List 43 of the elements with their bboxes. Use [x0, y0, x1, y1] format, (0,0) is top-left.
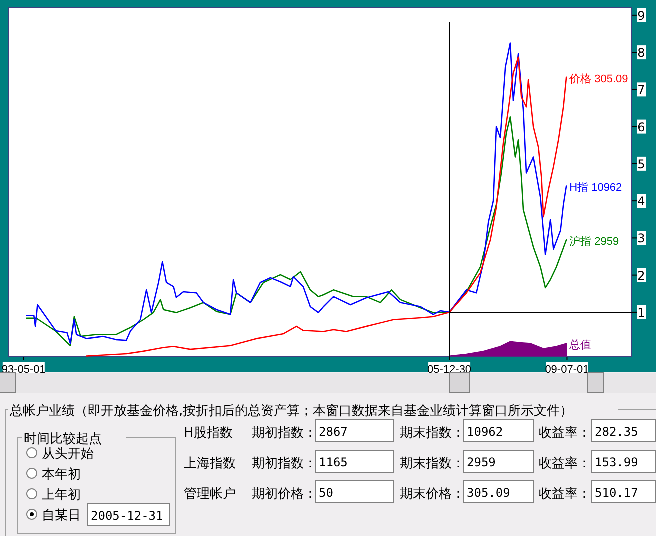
- text: 10962: [467, 425, 504, 439]
- text: 收益率：: [539, 456, 591, 472]
- annotation: 价格 305.09: [568, 73, 628, 86]
- y-tick-label: 8: [638, 46, 646, 60]
- x-tick-label: 09-07-01: [545, 364, 590, 376]
- text: 期初指数：: [252, 456, 317, 472]
- text: 本年初: [42, 468, 81, 482]
- text: 总帐户业绩（即开放基金价格,按折扣后的总资产算；本窗口数据来自基金业绩计算窗口所示文件）: [9, 403, 574, 419]
- text: 期末指数：: [400, 426, 465, 441]
- text: 收益率：: [539, 486, 591, 502]
- y-tick-label: 1: [638, 306, 646, 320]
- text: 期末价格：: [400, 487, 465, 502]
- annotation: 沪指 2959: [570, 235, 620, 248]
- text: 上年初: [42, 488, 81, 503]
- text: 2867: [319, 425, 348, 439]
- text: 上海指数: [184, 456, 236, 472]
- text: 管理帐户: [184, 487, 236, 502]
- text: 时间比较起点: [24, 432, 102, 447]
- text: 期初指数：: [252, 426, 317, 441]
- text: 2005-12-31: [91, 509, 164, 523]
- text: 期末指数：: [400, 456, 465, 472]
- annotation: H指 10962: [570, 182, 622, 194]
- text: 50: [319, 486, 334, 500]
- text: 收益率：: [539, 425, 591, 441]
- y-tick-label: 7: [638, 83, 646, 98]
- text: 305.09: [467, 486, 510, 500]
- text: 282.35: [595, 425, 638, 439]
- text: 510.17: [595, 486, 638, 500]
- text: 153.99: [595, 456, 638, 470]
- text: 自某日: [42, 508, 81, 524]
- x-tick-label: 93-05-01: [2, 364, 46, 376]
- y-tick-label: 2: [638, 268, 646, 283]
- text: 1165: [319, 456, 348, 470]
- y-tick-label: 4: [638, 194, 646, 209]
- y-tick-label: 6: [638, 120, 646, 134]
- text: 2959: [467, 456, 496, 470]
- y-tick-label: 5: [638, 157, 646, 172]
- text: 从头开始: [42, 447, 94, 462]
- text: 期初价格：: [252, 487, 317, 502]
- annotation: 总值: [568, 338, 592, 352]
- text: H股指数: [184, 426, 233, 441]
- y-tick-label: 9: [638, 8, 646, 23]
- y-tick-label: 3: [638, 232, 646, 246]
